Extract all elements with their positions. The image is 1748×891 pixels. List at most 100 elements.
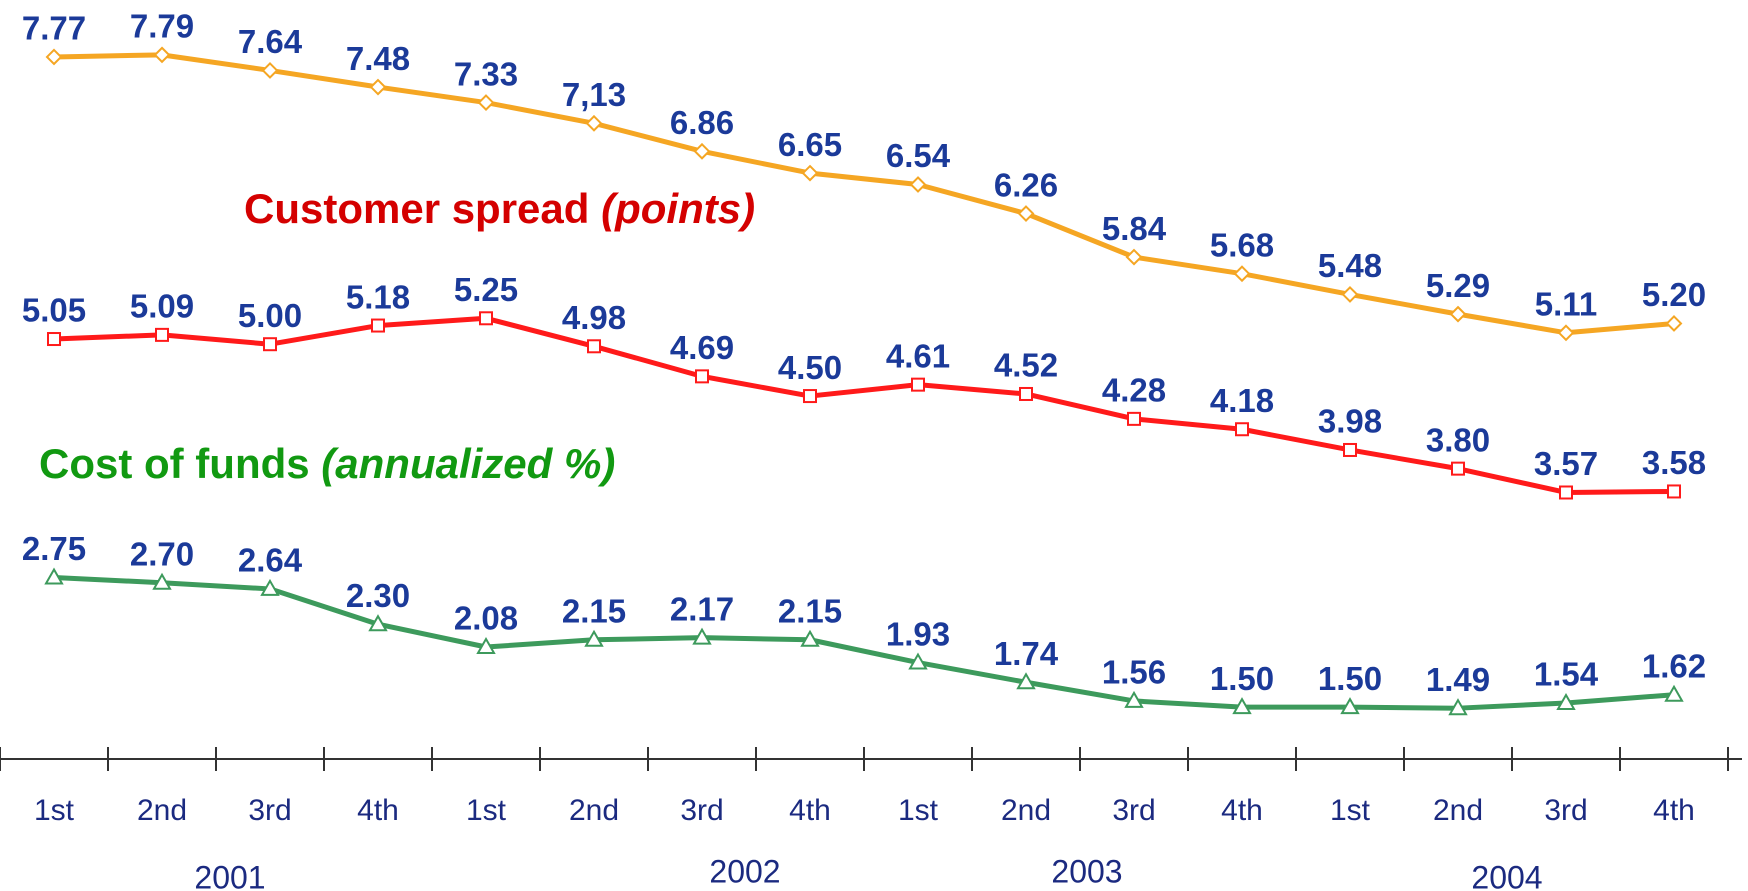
marker [263,337,277,352]
marker [1556,692,1576,711]
marker [45,48,63,66]
marker [1665,315,1683,332]
data-label: 4.69 [670,329,734,366]
x-tick-label: 1st [466,794,507,827]
marker [1124,690,1144,708]
marker [693,142,711,160]
marker [587,339,601,354]
data-label: 7.77 [22,10,86,47]
marker [585,114,603,132]
data-label: 1.54 [1534,656,1599,693]
marker [1127,411,1141,426]
x-tick-label: 4th [789,794,831,827]
marker [909,176,927,193]
marker [1341,286,1359,303]
data-label: 4.98 [562,299,626,336]
marker [1451,461,1465,476]
data-label: 5.29 [1426,267,1490,304]
marker [47,332,61,347]
series-line [53,315,1675,495]
data-label: 5.68 [1210,226,1274,263]
data-label: 2.15 [778,592,842,629]
marker [1343,442,1357,457]
marker [1340,697,1360,715]
data-label: 7.48 [346,40,410,77]
marker [153,46,171,64]
data-label: 2.15 [562,592,626,629]
marker [1017,205,1035,222]
marker [911,377,925,392]
data-label: 3.80 [1426,421,1490,458]
annotation: Customer spread (points) [244,185,755,232]
data-label: 5.09 [130,288,194,325]
data-label: 6.26 [994,166,1058,203]
data-label: 7.33 [454,55,518,92]
data-label: 5.25 [454,271,518,308]
data-label: 1.50 [1210,660,1274,697]
year-label: 2002 [709,853,780,889]
data-label: 3.58 [1642,444,1706,481]
marker [692,627,712,645]
data-label: 7.79 [130,8,194,45]
data-label: 4.61 [886,337,950,374]
data-label: 1.62 [1642,647,1706,684]
marker [369,78,387,96]
x-tick-label: 2nd [1433,794,1483,827]
series-line [53,575,1675,711]
marker [479,311,493,326]
marker [1019,386,1033,401]
data-label: 6.65 [778,126,842,163]
marker [1016,672,1036,690]
data-label: 1.93 [886,615,950,652]
marker [368,614,388,632]
marker [1557,324,1575,342]
marker [1125,248,1143,266]
data-label: 7.64 [238,23,303,60]
marker [1235,422,1249,437]
marker [477,94,495,112]
data-label: 6.54 [886,137,951,174]
annotation-unit: (annualized %) [321,440,615,487]
data-label: 5.48 [1318,247,1382,284]
marker [1448,698,1468,716]
data-label: 5.05 [22,292,86,329]
data-label: 3.57 [1534,445,1598,482]
marker [803,389,817,404]
x-tick-label: 3rd [248,794,291,827]
data-label: 5.18 [346,278,410,315]
marker [152,572,172,590]
x-tick-label: 2nd [1001,794,1051,827]
marker [1233,265,1251,283]
marker [371,318,385,333]
data-label: 4.28 [1102,372,1166,409]
marker [1667,484,1681,499]
marker [801,164,819,182]
x-tick-label: 1st [1330,794,1371,827]
series-line [53,52,1675,336]
year-label: 2001 [194,859,265,891]
annotation-unit: (points) [601,185,755,232]
x-tick-label: 3rd [1544,794,1587,827]
x-tick-label: 4th [1221,794,1263,827]
year-label: 2004 [1471,859,1542,891]
data-label: 2.30 [346,577,410,614]
marker [695,369,709,384]
marker [155,327,169,342]
data-label: 2.64 [238,542,303,579]
x-tick-label: 3rd [1112,794,1155,827]
marker [44,567,64,585]
marker [584,629,604,647]
marker [1559,485,1573,500]
data-label: 5.00 [238,297,302,334]
data-label: 2.17 [670,590,734,627]
marker [1449,305,1467,323]
marker [476,636,496,655]
x-tick-label: 1st [898,794,939,827]
data-label: 1.50 [1318,660,1382,697]
data-label: 1.56 [1102,654,1166,691]
marker [260,578,280,596]
marker [261,62,279,79]
data-label: 5.84 [1102,210,1167,247]
x-tick-label: 1st [34,794,75,827]
data-label: 5.20 [1642,276,1706,313]
